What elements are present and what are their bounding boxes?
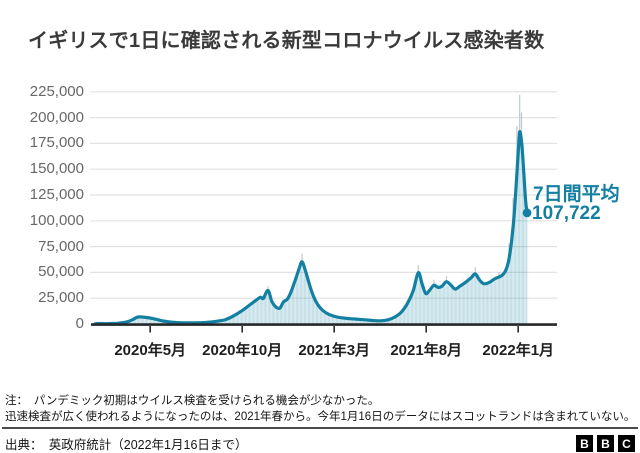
footer-divider <box>2 427 638 429</box>
annotation-label: 7日間平均 <box>533 179 620 206</box>
y-axis-label: 0 <box>0 316 84 332</box>
y-axis-label: 200,000 <box>0 110 84 126</box>
bbc-logo-block-b2: B <box>597 435 614 452</box>
y-axis-label: 75,000 <box>0 239 84 255</box>
note-line-1: 注： パンデミック初期はウイルス検査を受けられる機会が少なかった。 <box>5 393 637 409</box>
annotation-value: 107,722 <box>532 203 601 225</box>
y-axis-label: 100,000 <box>0 213 84 229</box>
source-text: 出典： 英政府統計（2022年1月16日まで） <box>5 434 247 453</box>
bbc-logo-block-b1: B <box>576 435 593 452</box>
y-axis-label: 225,000 <box>0 84 84 100</box>
x-axis-label: 2022年1月 <box>453 339 583 360</box>
y-axis-label: 150,000 <box>0 161 84 177</box>
y-axis-label: 25,000 <box>0 290 84 306</box>
y-axis-label: 50,000 <box>0 264 84 280</box>
area-fill <box>95 132 527 324</box>
note-line-2: 迅速検査が広く使われるようになったのは、2021年春から。今年1月16日のデータ… <box>5 409 637 425</box>
bbc-logo-block-c: C <box>618 435 635 452</box>
y-axis-label: 125,000 <box>0 187 84 203</box>
end-point-dot <box>523 208 532 217</box>
bbc-logo: B B C <box>576 435 635 452</box>
y-axis-label: 175,000 <box>0 135 84 151</box>
